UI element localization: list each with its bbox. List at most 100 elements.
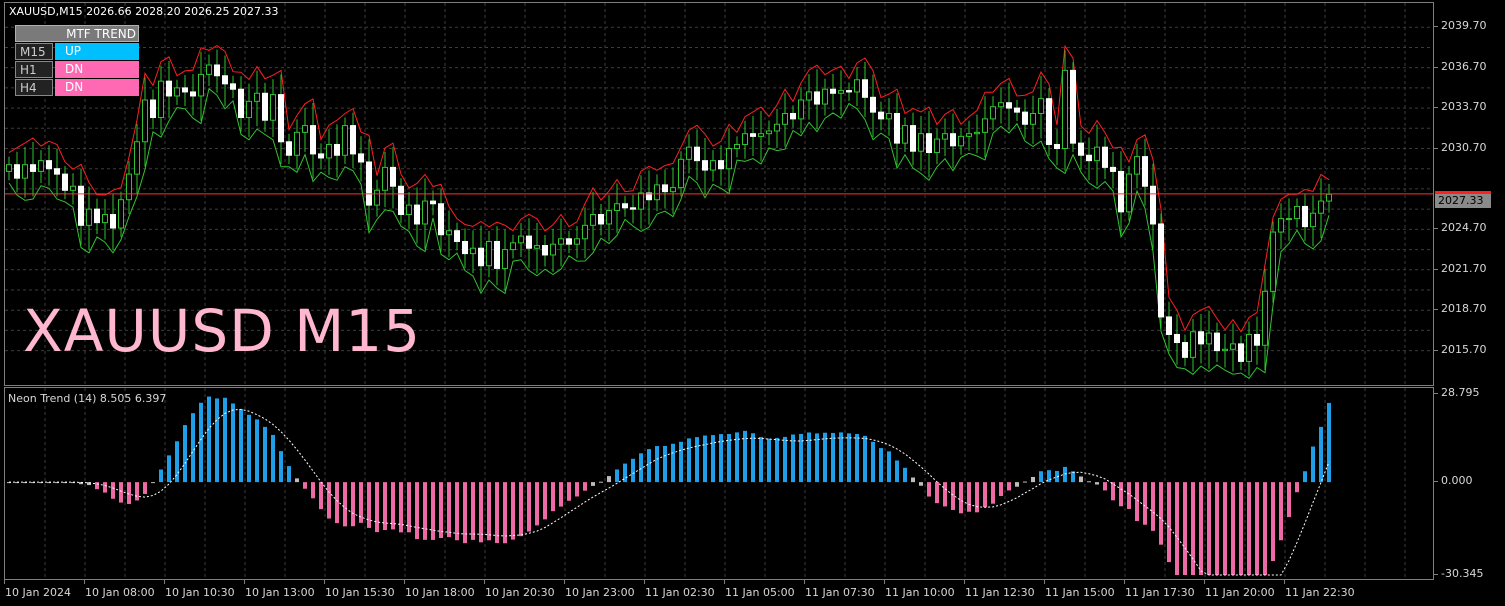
candle-body — [918, 133, 924, 152]
indicator-axis-label: -30.345 — [1441, 567, 1484, 580]
candle-body — [1318, 200, 1324, 214]
histogram-bar — [1319, 426, 1323, 483]
histogram-bar — [927, 482, 931, 497]
histogram-bar — [375, 482, 379, 533]
candle-body — [1206, 332, 1212, 345]
price-axis-label: 2033.70 — [1441, 100, 1487, 114]
candle-body — [166, 80, 172, 97]
candle-body — [990, 106, 996, 120]
candle-body — [718, 160, 724, 170]
candle-body — [1214, 332, 1220, 352]
mtf-row-h1: H1 DN — [15, 61, 139, 78]
candle-body — [982, 118, 988, 133]
candle-body — [1198, 331, 1204, 345]
candle-body — [1054, 143, 1060, 150]
candle-body — [358, 153, 364, 163]
histogram-bar — [487, 482, 491, 541]
histogram-bar — [551, 482, 555, 512]
histogram-bar — [511, 482, 515, 540]
time-axis-tick — [484, 580, 485, 584]
histogram-bar — [87, 482, 91, 486]
histogram-bar — [295, 478, 299, 483]
candle-body — [206, 64, 212, 75]
candle-body — [150, 99, 156, 119]
price-axis-tick — [1434, 349, 1438, 351]
histogram-bar — [303, 482, 307, 489]
time-axis-label: 11 Jan 15:00 — [1045, 586, 1115, 599]
candle-body — [198, 73, 204, 97]
time-axis-label: 11 Jan 10:00 — [885, 586, 955, 599]
candle-body — [1246, 333, 1252, 362]
time-axis-tick — [84, 580, 85, 584]
indicator-axis-tick — [1434, 574, 1438, 575]
candle-body — [1062, 69, 1068, 150]
candle-body — [46, 160, 52, 170]
histogram-bar — [695, 437, 699, 483]
histogram-bar — [639, 453, 643, 483]
histogram-bar — [871, 441, 875, 483]
candle-body — [478, 247, 484, 267]
candle-body — [1070, 69, 1076, 144]
histogram-bar — [423, 482, 427, 540]
candle-body — [622, 203, 628, 209]
histogram-bar — [823, 432, 827, 483]
candle-body — [102, 214, 108, 224]
time-axis-label: 10 Jan 18:00 — [405, 586, 475, 599]
indicator-panel[interactable]: Neon Trend (14) 8.505 6.397 — [4, 387, 1434, 580]
histogram-bar — [1239, 482, 1243, 575]
candle-body — [222, 75, 228, 85]
mtf-row-m15: M15 UP — [15, 43, 139, 60]
candle-body — [1222, 348, 1228, 352]
candle-body — [1134, 156, 1140, 175]
histogram-bar — [279, 451, 283, 483]
histogram-bar — [455, 482, 459, 541]
candle-body — [814, 91, 820, 105]
candle-body — [710, 160, 716, 171]
candle-body — [398, 185, 404, 216]
candle-body — [462, 240, 468, 255]
histogram-bar — [543, 482, 547, 520]
time-axis-label: 10 Jan 10:30 — [165, 586, 235, 599]
time-axis-label: 10 Jan 15:30 — [325, 586, 395, 599]
candle-body — [894, 112, 900, 144]
histogram-bar — [935, 482, 939, 504]
candle-body — [1086, 154, 1092, 162]
histogram-bar — [247, 414, 251, 483]
price-axis-label: 2036.70 — [1441, 59, 1487, 73]
chart-title: XAUUSD,M15 2026.66 2028.20 2026.25 2027.… — [9, 5, 279, 18]
candle-body — [1310, 212, 1316, 228]
candle-body — [334, 143, 340, 156]
histogram-bar — [711, 435, 715, 483]
candle-body — [1278, 218, 1284, 233]
time-axis[interactable]: 10 Jan 2024 10 Jan 08:00 10 Jan 10:30 10 Ja… — [4, 580, 1434, 606]
candle-body — [854, 79, 860, 93]
candle-body — [174, 87, 180, 97]
candle-body — [454, 230, 460, 242]
indicator-axis[interactable]: 28.795 0.000 -30.345 — [1434, 386, 1505, 580]
candle-body — [1238, 343, 1244, 362]
histogram-bar — [1119, 482, 1123, 507]
histogram-bar — [359, 482, 363, 523]
candle-body — [1286, 218, 1292, 221]
candle-body — [1022, 111, 1028, 125]
histogram-bar — [791, 434, 795, 483]
mtf-trend-table: MTF TREND M15 UP H1 DN H4 DN — [15, 25, 139, 96]
histogram-bar — [735, 432, 739, 483]
histogram-bar — [919, 482, 923, 486]
candle-body — [214, 64, 220, 77]
histogram-bar — [1303, 471, 1307, 483]
histogram-bar — [1215, 482, 1219, 575]
candle-body — [542, 245, 548, 256]
histogram-bar — [1031, 476, 1035, 483]
price-axis[interactable]: 2039.70 2036.70 2033.70 2030.70 2024.70 2021.… — [1434, 2, 1505, 386]
histogram-bar — [103, 482, 107, 493]
price-chart-panel[interactable]: XAUUSD,M15 2026.66 2028.20 2026.25 2027.… — [4, 2, 1434, 386]
candle-body — [902, 125, 908, 144]
candle-body — [838, 90, 844, 94]
candle-body — [350, 125, 356, 155]
histogram-bar — [463, 482, 467, 544]
candle-body — [958, 135, 964, 147]
histogram-bar — [167, 455, 171, 483]
candle-body — [262, 92, 268, 121]
